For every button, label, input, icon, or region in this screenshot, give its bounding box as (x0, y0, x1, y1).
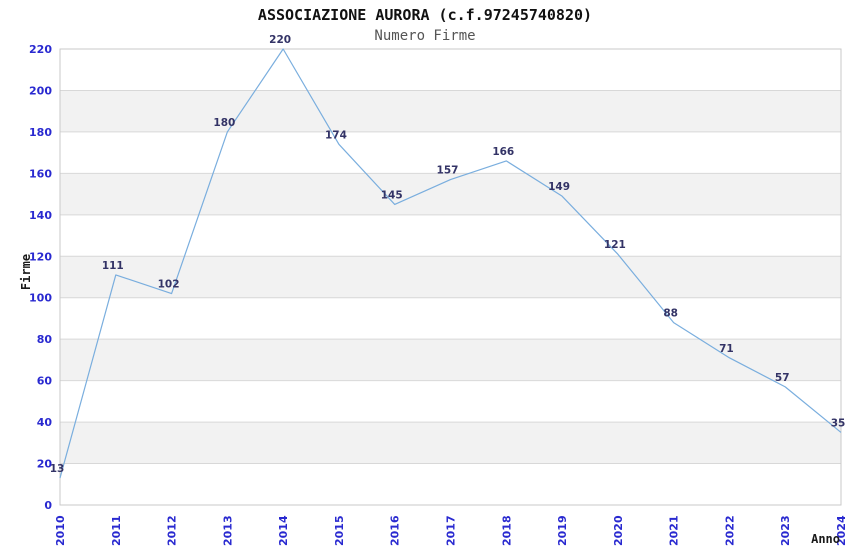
data-label: 35 (831, 417, 846, 429)
y-tick-label: 20 (37, 458, 53, 471)
data-label: 57 (775, 372, 790, 384)
x-tick-label: 2013 (221, 515, 234, 546)
band (60, 173, 841, 215)
y-tick-label: 180 (29, 126, 52, 139)
x-tick-label: 2018 (500, 515, 513, 546)
data-label: 121 (604, 239, 626, 251)
y-tick-label: 60 (37, 375, 53, 388)
x-axis-label: Anno (811, 532, 840, 546)
y-axis-label: Firme (19, 254, 33, 290)
x-tick-label: 2017 (445, 515, 458, 546)
x-tick-label: 2012 (166, 515, 179, 546)
data-label: 166 (492, 146, 514, 158)
x-tick-label: 2021 (668, 515, 681, 546)
x-tick-label: 2010 (54, 515, 67, 546)
band (60, 422, 841, 464)
x-tick-label: 2015 (333, 515, 346, 546)
x-axis-tick-labels: 2010 2011 2012 2013 2014 2015 2016 2017 2018 2019… (54, 515, 848, 546)
y-tick-label: 220 (29, 43, 52, 56)
data-label: 13 (50, 463, 65, 475)
data-label: 157 (437, 165, 459, 177)
band (60, 256, 841, 298)
chart-subtitle: Numero Firme (374, 28, 475, 44)
data-label: 102 (158, 279, 180, 291)
data-label: 145 (381, 189, 403, 201)
data-label: 111 (102, 260, 124, 272)
x-tick-label: 2022 (723, 515, 736, 546)
band (60, 90, 841, 132)
data-label: 174 (325, 129, 347, 141)
data-label: 149 (548, 181, 570, 193)
y-tick-label: 160 (29, 167, 52, 180)
y-tick-label: 200 (29, 84, 52, 97)
chart-line (59, 48, 842, 479)
data-labels: 13 111 102 180 220 174 145 157 166 149 121 88 71 57 35 (50, 34, 846, 475)
x-tick-label: 2016 (389, 515, 402, 546)
data-label: 88 (663, 308, 678, 320)
y-tick-label: 80 (37, 333, 53, 346)
y-tick-label: 40 (37, 416, 53, 429)
y-tick-label: 0 (44, 499, 52, 512)
data-label: 71 (719, 343, 734, 355)
chart-title: ASSOCIAZIONE AURORA (c.f.97245740820) (258, 6, 592, 24)
x-tick-label: 2024 (835, 515, 848, 546)
y-tick-label: 120 (29, 250, 52, 263)
x-tick-label: 2019 (556, 515, 569, 546)
series-line (59, 48, 842, 479)
data-label: 220 (269, 34, 291, 46)
plot-border (59, 48, 842, 506)
x-tick-label: 2011 (110, 515, 123, 546)
x-tick-label: 2023 (779, 515, 792, 546)
x-tick-label: 2020 (612, 515, 625, 546)
y-tick-label: 100 (29, 292, 52, 305)
y-tick-label: 140 (29, 209, 52, 222)
x-tick-label: 2014 (277, 515, 290, 546)
data-label: 180 (213, 117, 235, 129)
y-axis-tick-labels: 0 20 40 60 80 100 120 140 160 180 200 220 (29, 43, 52, 512)
